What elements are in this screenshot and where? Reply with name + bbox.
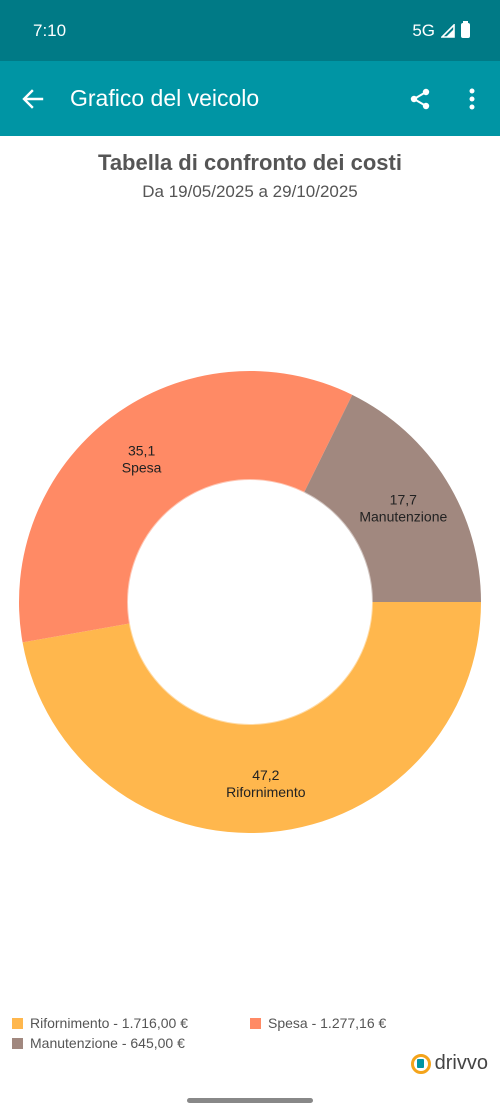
legend-swatch xyxy=(12,1017,23,1029)
brand-logo: drivvo xyxy=(410,1052,488,1075)
pie-slice-spesa[interactable] xyxy=(18,371,353,643)
signal-icon xyxy=(441,23,455,38)
slice-value-label: 17,7 xyxy=(390,492,417,508)
page-title: Grafico del veicolo xyxy=(70,85,260,111)
more-vert-icon xyxy=(469,88,475,109)
more-options-button[interactable] xyxy=(452,75,492,123)
pie-slice-manutenzione[interactable] xyxy=(304,394,481,602)
app-bar: Grafico del veicolo xyxy=(0,61,500,136)
legend-label: Manutenzione - 645,00 € xyxy=(30,1035,185,1051)
brand-name: drivvo xyxy=(434,1052,488,1074)
legend-swatch xyxy=(250,1017,261,1029)
pie-slice-rifornimento[interactable] xyxy=(22,602,481,833)
slice-name-label: Manutenzione xyxy=(359,509,447,525)
legend-item-rifornimento[interactable]: Rifornimento - 1.716,00 € xyxy=(12,1015,188,1031)
chart-title: Tabella di confronto dei costi xyxy=(98,150,402,175)
network-label: 5G xyxy=(412,20,435,40)
share-button[interactable] xyxy=(396,75,444,123)
legend-item-manutenzione[interactable]: Manutenzione - 645,00 € xyxy=(12,1035,185,1051)
status-time: 7:10 xyxy=(33,20,67,40)
fuel-pump-icon xyxy=(410,1053,431,1074)
legend-item-spesa[interactable]: Spesa - 1.277,16 € xyxy=(250,1015,386,1031)
home-indicator[interactable] xyxy=(187,1098,313,1103)
status-bar: 7:10 5G xyxy=(0,0,500,61)
donut-inner-ring xyxy=(127,479,373,725)
share-icon xyxy=(410,88,430,109)
donut-hole xyxy=(140,492,360,712)
chart-subtitle: Da 19/05/2025 a 29/10/2025 xyxy=(142,182,358,201)
back-button[interactable] xyxy=(0,61,66,136)
legend-label: Rifornimento - 1.716,00 € xyxy=(30,1015,188,1031)
slice-value-label: 47,2 xyxy=(252,767,279,783)
status-icons: 5G xyxy=(412,21,470,41)
arrow-back-icon xyxy=(22,88,44,109)
slice-name-label: Spesa xyxy=(122,460,162,476)
battery-icon xyxy=(461,21,470,38)
legend-label: Spesa - 1.277,16 € xyxy=(268,1015,387,1031)
legend-swatch xyxy=(12,1037,23,1049)
slice-value-label: 35,1 xyxy=(128,443,155,459)
slice-name-label: Rifornimento xyxy=(226,784,306,800)
